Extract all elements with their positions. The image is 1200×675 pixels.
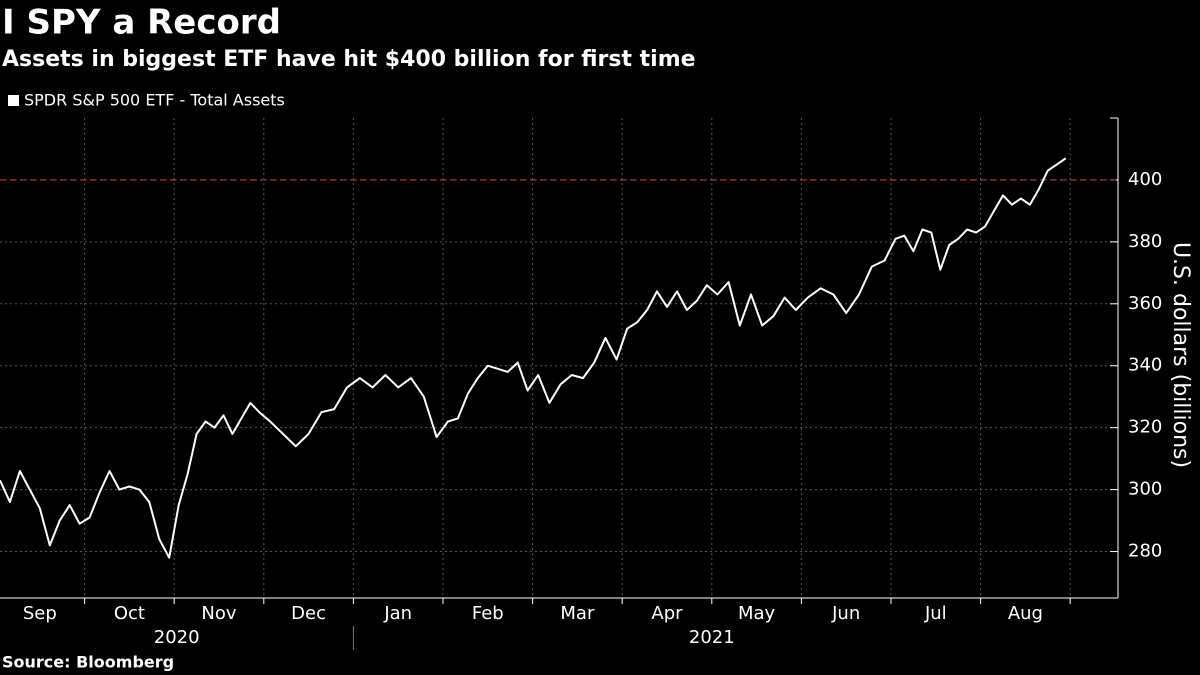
x-tick-label: May [738,603,776,624]
y-axis-label: U.S. dollars (billions) [1168,242,1193,468]
x-tick-label: Dec [291,603,326,624]
y-tick-label: 340 [1128,355,1162,376]
y-tick-label: 300 [1128,479,1162,500]
y-tick-label: 320 [1128,417,1162,438]
series-line [0,157,1067,559]
x-tick-label: Jan [383,603,412,624]
x-tick-label: Aug [1008,603,1043,624]
chart-subtitle: Assets in biggest ETF have hit $400 bill… [2,47,696,72]
year-label: 2021 [689,627,735,648]
source: Source: Bloomberg [2,653,174,672]
x-tick-label: Jun [831,603,860,624]
y-tick-label: 360 [1128,293,1162,314]
x-tick-label: Nov [201,603,236,624]
x-tick-label: Oct [114,603,145,624]
chart-title: I SPY a Record [2,3,281,43]
year-label: 2020 [154,627,200,648]
x-tick-label: Mar [560,603,595,624]
y-tick-label: 280 [1128,541,1162,562]
legend-label: SPDR S&P 500 ETF - Total Assets [24,91,285,110]
y-tick-label: 380 [1128,231,1162,252]
x-tick-label: Jul [924,603,947,624]
x-tick-label: Feb [472,603,504,624]
y-tick-label: 400 [1128,169,1162,190]
legend-swatch [8,95,19,106]
x-tick-label: Sep [23,603,57,624]
x-tick-label: Apr [651,603,683,624]
